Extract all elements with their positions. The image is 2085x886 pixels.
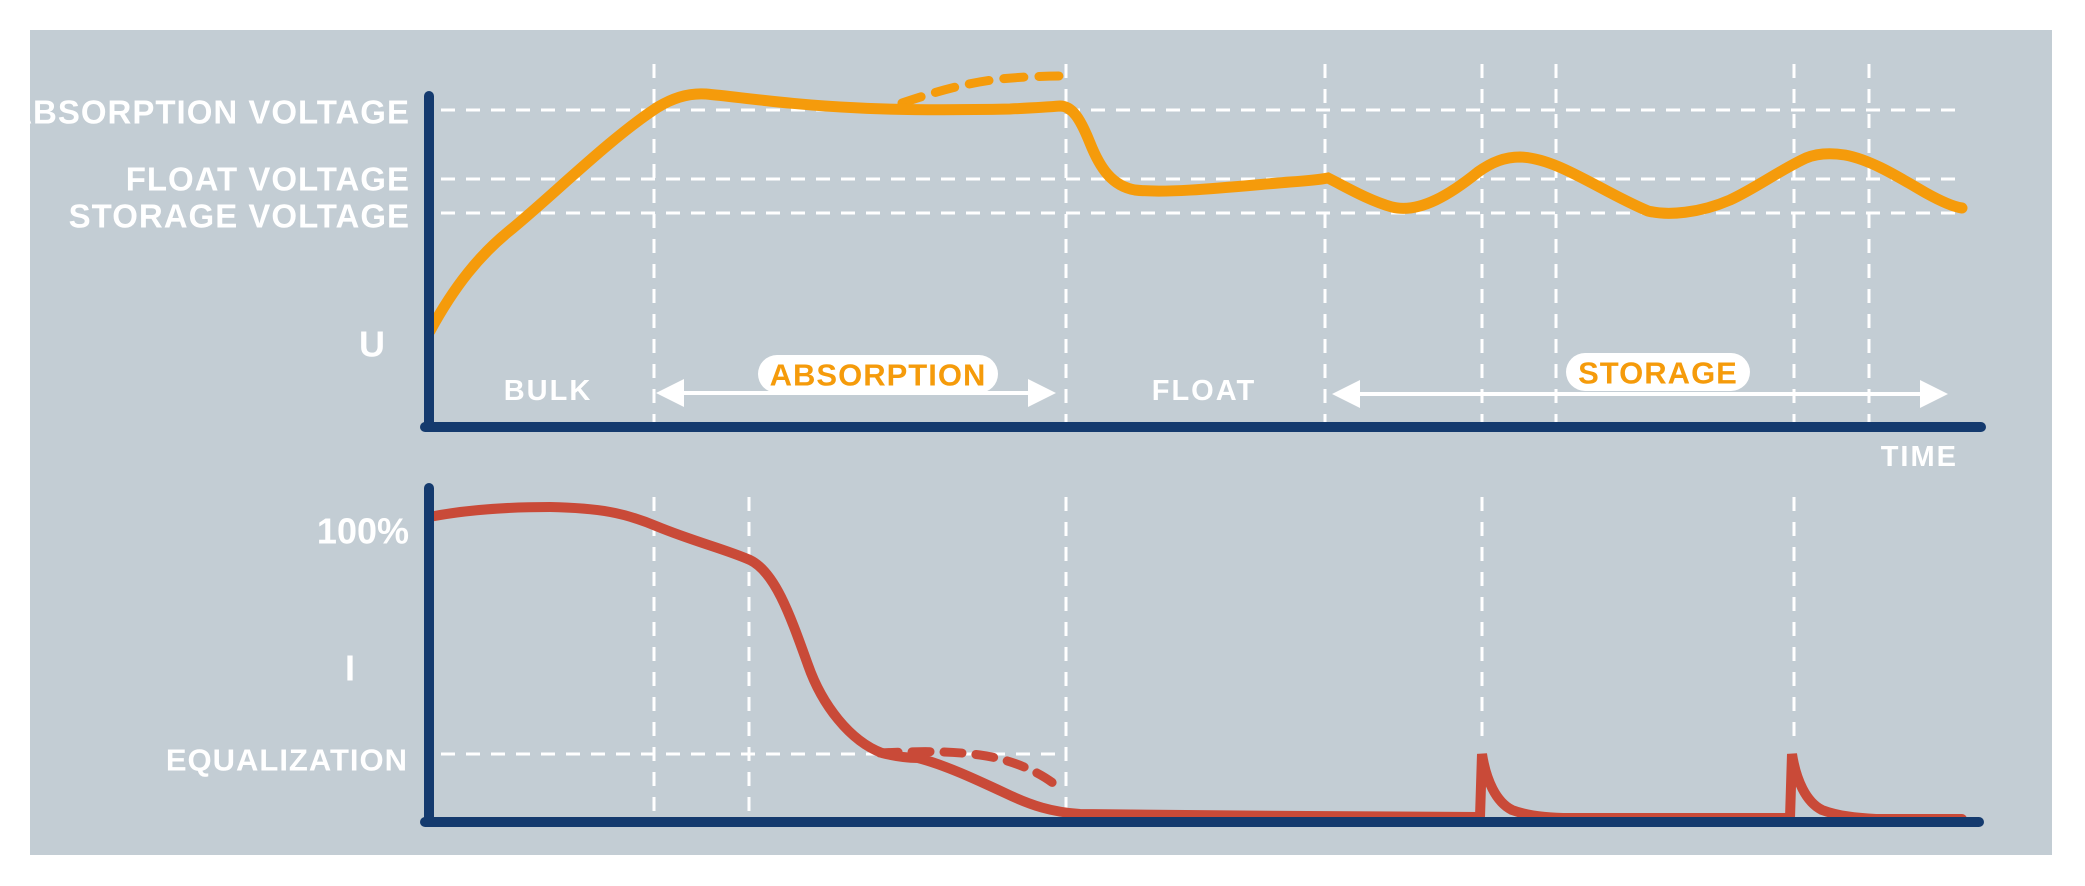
- current-chart: 100% I EQUALIZATION: [166, 483, 1984, 827]
- voltage-curve-dashed: [897, 71, 1067, 108]
- storage-pill: STORAGE: [1566, 353, 1750, 391]
- absorption-pill: ABSORPTION: [758, 355, 998, 393]
- time-axis-label: TIME: [1881, 441, 1958, 473]
- arrow-left-icon: [656, 379, 684, 407]
- float-voltage-label: FLOAT VOLTAGE: [126, 161, 410, 198]
- storage-phase-arrow: [1332, 380, 1948, 408]
- phase-label-absorption: ABSORPTION: [770, 358, 987, 393]
- absorption-voltage-label: ABSORPTION VOLTAGE: [8, 94, 410, 131]
- phase-label-bulk: BULK: [504, 375, 593, 407]
- voltage-reference-lines: [441, 108, 1963, 215]
- arrow-left-icon: [1332, 380, 1360, 408]
- voltage-axis-label: U: [359, 324, 385, 365]
- voltage-curve: [424, 88, 1968, 337]
- hundred-percent-label: 100%: [317, 511, 409, 552]
- storage-voltage-label: STORAGE VOLTAGE: [69, 198, 410, 235]
- panel-background: [30, 30, 2052, 855]
- equalization-label: EQUALIZATION: [166, 743, 408, 778]
- phase-label-storage: STORAGE: [1578, 356, 1738, 391]
- arrow-right-icon: [1028, 379, 1056, 407]
- current-vertical-gridlines: [652, 497, 1796, 818]
- arrow-right-icon: [1920, 380, 1948, 408]
- phase-label-float: FLOAT: [1152, 375, 1257, 407]
- voltage-vertical-gridlines: [652, 64, 1871, 424]
- current-curve: [424, 501, 1967, 824]
- current-axis-label: I: [345, 648, 355, 689]
- current-curve-dashed: [875, 747, 1065, 794]
- voltage-chart: ABSORPTION VOLTAGE FLOAT VOLTAGE STORAGE…: [8, 64, 1986, 473]
